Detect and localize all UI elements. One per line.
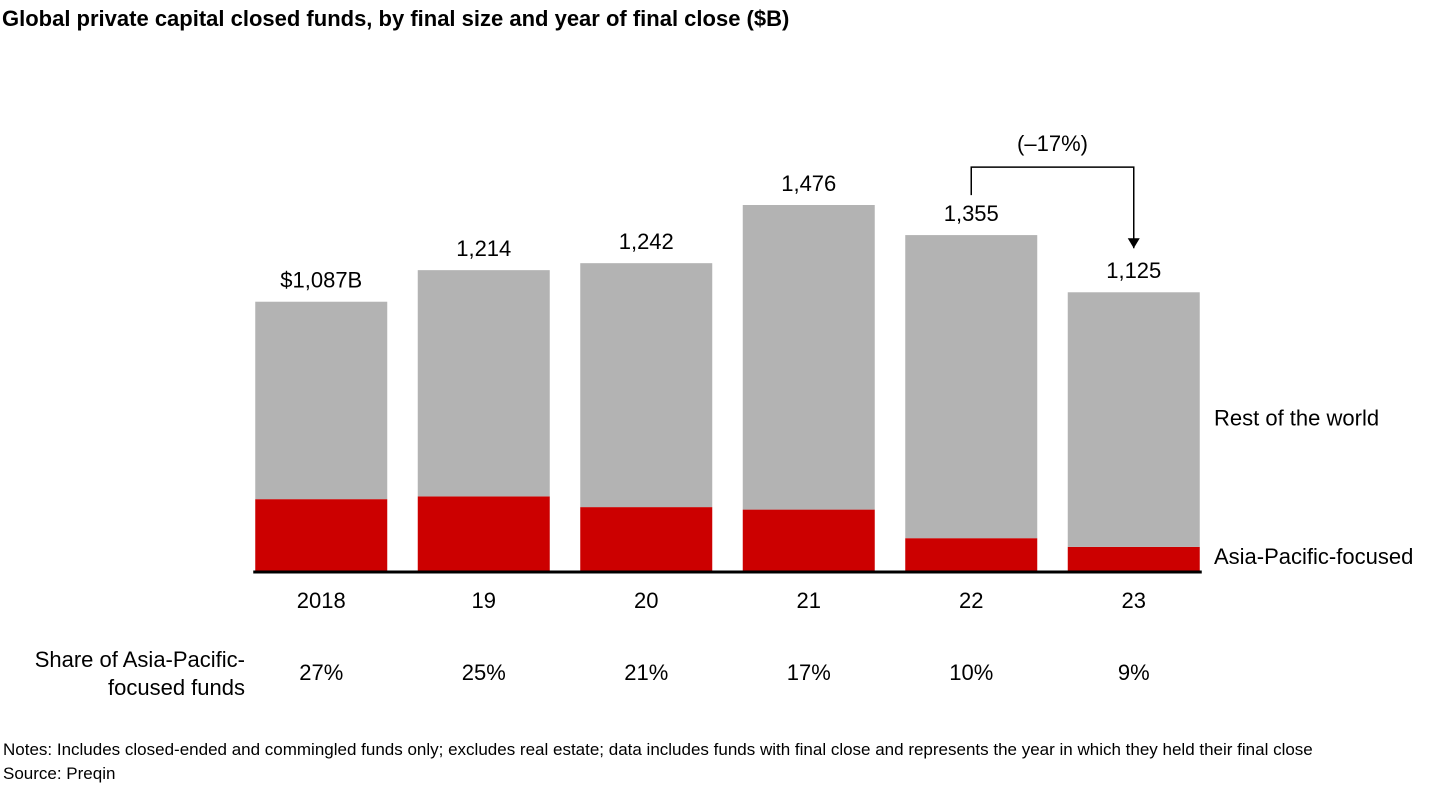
share-value: 27%: [299, 660, 343, 685]
bar-segment: [742, 205, 875, 510]
chart-title: Global private capital closed funds, by …: [2, 6, 789, 31]
share-label: Share of Asia-Pacific-focused funds: [34, 647, 245, 700]
annotation-bracket: [970, 166, 1135, 249]
annotation: (–17%): [1017, 131, 1088, 156]
bar-segment: [905, 235, 1038, 539]
share-value: 10%: [949, 660, 993, 685]
share-value: 25%: [462, 660, 506, 685]
bar-segment: [255, 499, 388, 572]
bar-segment: [255, 301, 388, 500]
x-tick-label: 20: [634, 588, 658, 613]
bar-segment: [417, 270, 550, 497]
x-tick-label: 22: [959, 588, 983, 613]
total-label: 1,355: [944, 201, 999, 226]
annotation-arrowhead: [1127, 238, 1140, 249]
total-label: 1,214: [456, 236, 511, 261]
bar-segment: [417, 496, 550, 572]
legend-label: Asia-Pacific-focused: [1214, 544, 1413, 569]
bar-segment: [742, 509, 875, 572]
share-value: 17%: [787, 660, 831, 685]
total-label: 1,125: [1106, 258, 1161, 283]
notes: Notes: Includes closed-ended and comming…: [3, 740, 1313, 759]
bar-segment: [905, 538, 1038, 572]
bar-segment: [580, 507, 713, 572]
x-tick-label: 21: [797, 588, 821, 613]
total-label: 1,476: [781, 171, 836, 196]
total-label: 1,242: [619, 229, 674, 254]
x-tick-label: 2018: [297, 588, 346, 613]
x-tick-label: 19: [472, 588, 496, 613]
total-label: $1,087B: [280, 268, 362, 293]
share-value: 9%: [1118, 660, 1150, 685]
x-tick-label: 23: [1122, 588, 1146, 613]
legend-label: Rest of the world: [1214, 405, 1379, 430]
source: Source: Preqin: [3, 764, 116, 783]
chart: Global private capital closed funds, by …: [2, 6, 1413, 685]
notes-block: Notes: Includes closed-ended and comming…: [3, 738, 1383, 786]
share-value: 21%: [624, 660, 668, 685]
bar-segment: [1067, 292, 1200, 547]
bar-segment: [580, 263, 713, 508]
bar-segment: [1067, 546, 1200, 572]
